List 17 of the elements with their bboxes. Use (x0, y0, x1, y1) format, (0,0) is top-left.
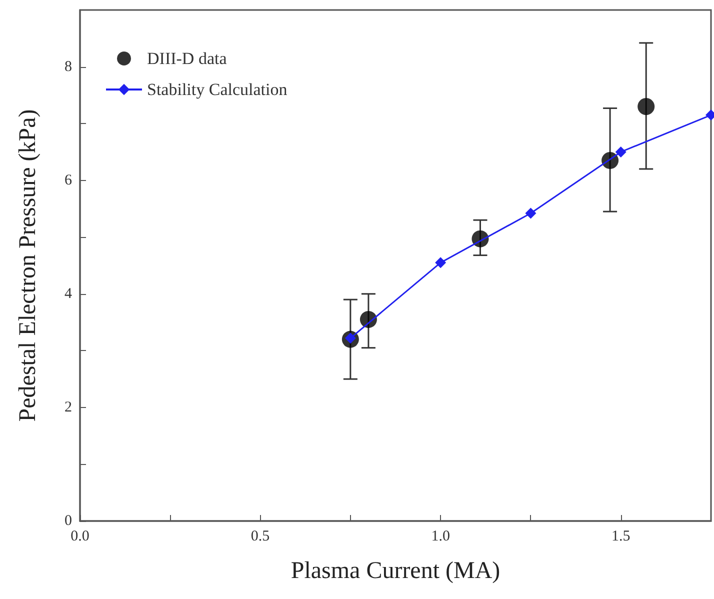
y-axis-title: Pedestal Electron Pressure (kPa) (15, 109, 41, 422)
legend-label: DIII-D data (147, 49, 228, 68)
x-tick-label: 1.0 (431, 528, 450, 544)
y-tick-label: 4 (64, 286, 72, 302)
y-tick-label: 8 (64, 58, 72, 75)
legend-label: Stability Calculation (147, 80, 288, 99)
point (615, 146, 626, 158)
point (638, 98, 655, 116)
point (435, 257, 446, 268)
y-tick-label: 6 (64, 172, 72, 188)
point (525, 208, 536, 219)
x-tick-label: 0.0 (70, 528, 90, 544)
x-tick-label: 1.5 (611, 528, 630, 544)
x-tick-label: 0.5 (250, 528, 270, 544)
y-tick-label: 0 (64, 513, 72, 529)
y-tick-label: 2 (64, 399, 72, 416)
x-axis-title: Plasma Current (MA) (290, 558, 500, 584)
